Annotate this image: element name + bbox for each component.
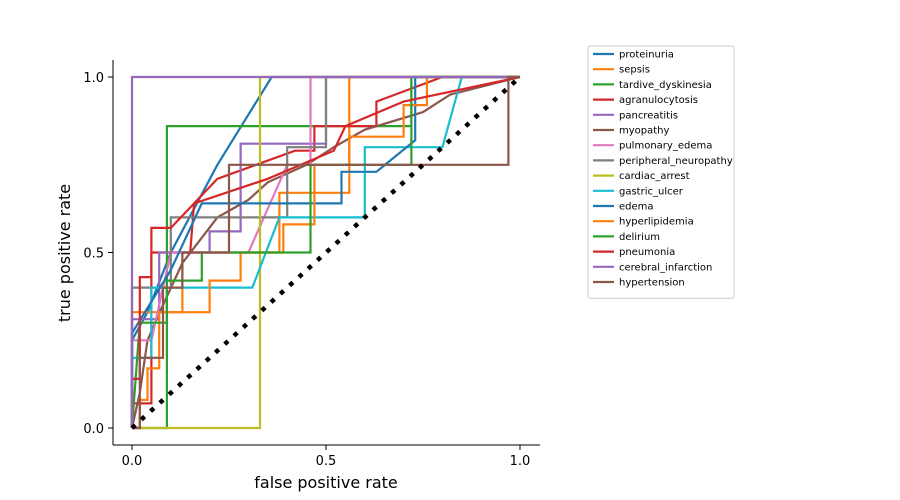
legend-entry-proteinuria: proteinuria (619, 50, 674, 61)
x-tick-label: 1.0 (510, 454, 531, 469)
x-axis-label: false positive rate (254, 473, 398, 492)
legend-entry-delirium: delirium (619, 232, 660, 243)
legend-entry-gastric-ulcer: gastric_ulcer (619, 186, 684, 197)
y-tick-label: 1.0 (83, 71, 104, 86)
axes: 0.0 0.5 1.0 0.0 0.5 1.0 (83, 60, 540, 469)
legend-entry-hyperlipidemia: hyperlipidemia (619, 217, 694, 228)
series-line-hypertension (132, 75, 520, 430)
series-line-edema (130, 75, 520, 428)
plot-lines (130, 75, 521, 430)
legend-entry-peripheral-neuropathy: peripheral_neuropathy (619, 156, 733, 167)
legend-box (587, 45, 735, 299)
legend-entry-pneumonia: pneumonia (619, 247, 675, 258)
legend-entry-sepsis: sepsis (619, 65, 650, 76)
legend-entry-pulmonary-edema: pulmonary_edema (619, 141, 712, 152)
legend-entry-tardive-dyskinesia: tardive_dyskinesia (619, 80, 712, 91)
legend-entry-myopathy: myopathy (619, 126, 670, 137)
legend-entry-pancreatitis: pancreatitis (619, 110, 678, 121)
x-tick-label: 0.0 (122, 454, 143, 469)
x-tick-label: 0.5 (316, 454, 337, 469)
series-line-cerebral-infarction (130, 75, 520, 428)
legend-entry-agranulocytosis: agranulocytosis (619, 95, 698, 106)
series-line-myopathy (130, 75, 521, 429)
legend-entry-cardiac-arrest: cardiac_arrest (619, 171, 690, 182)
legend-entry-edema: edema (619, 202, 654, 213)
legend: proteinuria sepsis tardive_dyskinesiaagran… (587, 45, 735, 299)
y-axis-label: true positive rate (55, 184, 74, 322)
legend-entry-cerebral-infarction: cerebral_infarction (619, 262, 712, 273)
legend-entry-hypertension: hypertension (619, 278, 685, 289)
y-tick-label: 0.0 (83, 422, 104, 437)
y-tick-label: 0.5 (83, 247, 104, 262)
